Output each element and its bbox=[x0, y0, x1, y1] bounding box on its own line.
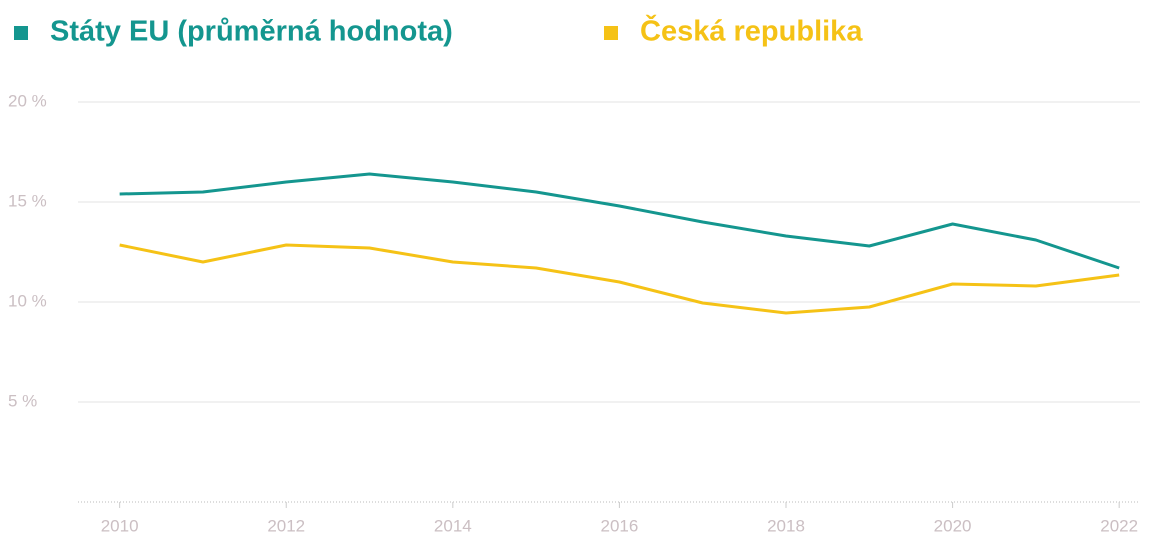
legend-swatch bbox=[604, 26, 618, 40]
x-tick-label: 2014 bbox=[434, 516, 472, 535]
y-tick-label: 10 % bbox=[8, 291, 47, 310]
x-tick-label: 2016 bbox=[600, 516, 638, 535]
series-line bbox=[119, 243, 1120, 315]
y-tick-label: 20 % bbox=[8, 91, 47, 110]
series-line bbox=[119, 172, 1120, 270]
x-tick-label: 2022 bbox=[1100, 516, 1138, 535]
x-tick-label: 2018 bbox=[767, 516, 805, 535]
x-tick-label: 2012 bbox=[267, 516, 305, 535]
x-tick-label: 2020 bbox=[934, 516, 972, 535]
legend-swatch bbox=[14, 26, 28, 40]
y-tick-label: 15 % bbox=[8, 191, 47, 210]
y-tick-label: 5 % bbox=[8, 391, 37, 410]
legend-label: Státy EU (průměrná hodnota) bbox=[50, 16, 453, 48]
legend-label: Česká republika bbox=[640, 14, 863, 48]
x-tick-label: 2010 bbox=[101, 516, 139, 535]
